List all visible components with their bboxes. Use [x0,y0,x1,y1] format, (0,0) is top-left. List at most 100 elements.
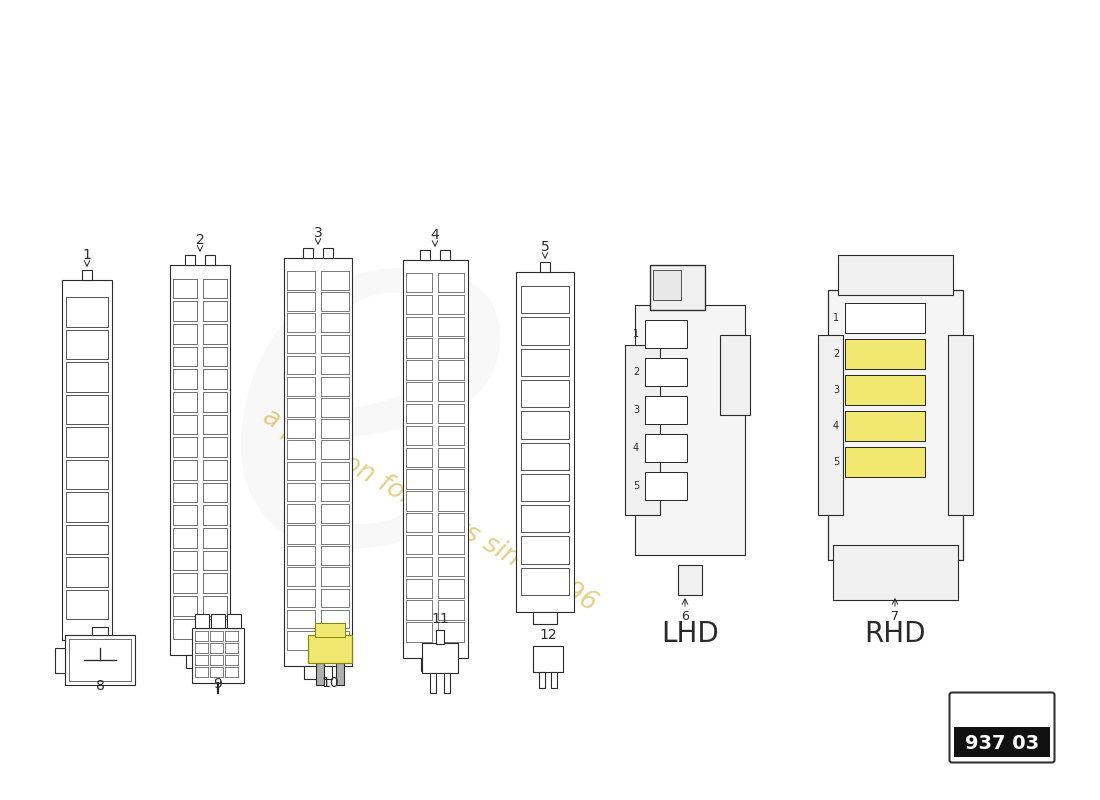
Text: 1: 1 [632,329,639,339]
Bar [645,396,688,424]
Bar [521,411,569,438]
Bar [195,630,208,641]
Bar [420,250,430,260]
Bar [321,356,349,374]
Bar [845,447,925,477]
Bar [173,392,197,412]
Bar [521,349,569,376]
Bar [173,301,197,321]
Bar [66,330,108,359]
Bar [521,380,569,407]
Bar [302,248,313,258]
Bar [625,345,660,515]
Bar [173,482,197,502]
Bar [406,317,431,336]
Bar [287,610,315,628]
Bar [204,414,227,434]
Bar [436,630,444,644]
Bar [521,474,569,501]
Bar [438,513,463,532]
Bar [210,642,223,653]
Bar [650,265,705,310]
Bar [284,258,352,666]
Bar [173,550,197,570]
Text: 10: 10 [321,676,339,690]
Text: 4: 4 [632,443,639,453]
Bar [430,673,436,693]
Text: 3: 3 [314,226,322,240]
Bar [817,335,843,515]
Bar [422,643,458,673]
Bar [173,528,197,548]
Bar [287,356,315,374]
Bar [653,270,681,300]
Bar [287,567,315,586]
Bar [287,377,315,395]
Bar [321,334,349,353]
Bar [173,278,197,298]
Bar [678,565,702,595]
Bar [440,250,450,260]
Bar [173,506,197,525]
Bar [195,614,209,627]
Bar [227,614,241,627]
Bar [406,295,431,314]
Text: 3: 3 [833,385,839,395]
Bar [204,301,227,321]
Text: 1: 1 [833,313,839,323]
Bar [173,346,197,366]
Bar [406,557,431,576]
Bar [192,627,244,682]
Text: 2: 2 [196,233,205,247]
Bar [438,622,463,642]
Bar [438,338,463,358]
Text: 5: 5 [632,481,639,491]
Bar [438,317,463,336]
Bar [82,270,92,280]
Bar [539,672,544,688]
Bar [321,314,349,332]
Bar [173,324,197,343]
Bar [173,438,197,457]
Bar [321,377,349,395]
Bar [321,525,349,544]
Bar [226,666,238,677]
Bar [66,525,108,554]
Bar [827,290,962,560]
Bar [185,255,195,265]
Bar [321,482,349,502]
Bar [438,578,463,598]
Bar [833,545,957,600]
Bar [645,320,688,348]
Text: 11: 11 [431,612,449,626]
Bar [226,642,238,653]
Bar [210,654,223,665]
Bar [287,504,315,522]
Bar [521,536,569,564]
Bar [438,404,463,423]
Bar [845,339,925,369]
Bar [551,672,557,688]
Bar [204,574,227,593]
Bar [521,442,569,470]
Bar [406,600,431,620]
Text: 12: 12 [539,628,557,642]
Text: LHD: LHD [661,620,719,648]
Bar [226,654,238,665]
Text: a passion for parts since 196: a passion for parts since 196 [258,403,602,617]
Bar [947,335,972,515]
Bar [195,642,208,653]
Bar [336,660,344,685]
Bar [287,419,315,438]
Bar [173,619,197,638]
Text: 4: 4 [430,228,439,242]
Bar [287,482,315,502]
Bar [438,295,463,314]
Bar [406,382,431,402]
Bar [204,619,227,638]
Bar [287,462,315,480]
Bar [287,631,315,650]
Bar [66,394,108,424]
Bar [287,271,315,290]
Text: 4: 4 [833,421,839,431]
